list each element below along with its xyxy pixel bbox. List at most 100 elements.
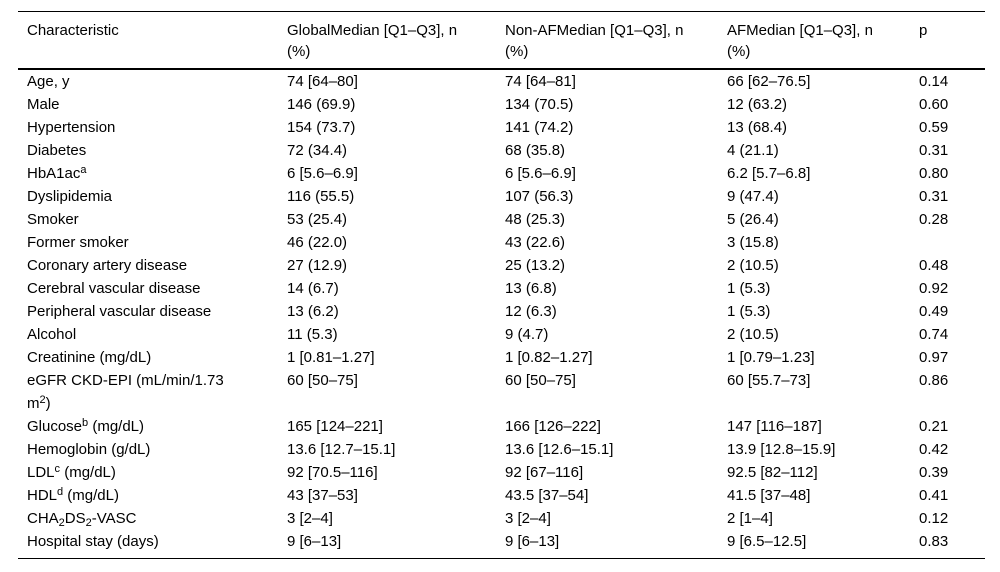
table-row: Hospital stay (days) 9 [6–13] 9 [6–13] 9 [6… [18, 530, 985, 553]
cell-non-af: 107 (56.3) [505, 188, 574, 205]
column-header-p: p [919, 12, 985, 70]
cell-global: 11 (5.3) [287, 326, 338, 343]
cell-p: 0.92 [919, 280, 949, 297]
cell-p: 0.48 [919, 257, 949, 274]
cell-characteristic: HbA1aca [27, 164, 87, 183]
cell-characteristic: Alcohol [27, 326, 77, 343]
cell-non-af: 141 (74.2) [505, 119, 574, 136]
table-row: Peripheral vascular disease 13 (6.2) 12 (6… [18, 300, 985, 323]
cell-af: 1 (5.3) [727, 280, 771, 297]
cell-p: 0.60 [919, 96, 949, 113]
cell-af: 3 (15.8) [727, 234, 779, 251]
cell-characteristic: Hospital stay (days) [27, 533, 159, 550]
cell-non-af: 92 [67–116] [505, 464, 584, 481]
cell-non-af: 13.6 [12.6–15.1] [505, 441, 614, 458]
cell-af: 41.5 [37–48] [727, 487, 811, 504]
table-row: CHA2DS2-VASC 3 [2–4] 3 [2–4] 2 [1–4] 0.12 [18, 507, 985, 530]
cell-global: 14 (6.7) [287, 280, 339, 297]
table-row: Former smoker 46 (22.0) 43 (22.6) 3 (15.8) [18, 231, 985, 254]
table-row: Glucoseb (mg/dL) 165 [124–221] 166 [126–22… [18, 415, 985, 438]
header-row: Characteristic GlobalMedian [Q1–Q3], n (… [18, 12, 985, 70]
cell-non-af: 9 [6–13] [505, 533, 560, 550]
cell-af: 13 (68.4) [727, 119, 788, 136]
cell-global: 6 [5.6–6.9] [287, 165, 358, 182]
table-row: Cerebral vascular disease 14 (6.7) 13 (6.8… [18, 277, 985, 300]
cell-characteristic: Hemoglobin (g/dL) [27, 441, 151, 458]
cell-characteristic: eGFR CKD-EPI (mL/min/1.73 m2) [27, 372, 224, 412]
cell-non-af: 43 (22.6) [505, 234, 566, 251]
cell-af: 5 (26.4) [727, 211, 779, 228]
cell-characteristic: Male [27, 96, 60, 113]
cell-global: 60 [50–75] [287, 372, 358, 389]
column-header-label: (%) [287, 43, 311, 60]
cell-global: 146 (69.9) [287, 96, 356, 113]
cell-characteristic: CHA2DS2-VASC [27, 510, 137, 529]
cell-p: 0.42 [919, 441, 949, 458]
cell-af: 12 (63.2) [727, 96, 788, 113]
cell-global: 165 [124–221] [287, 418, 383, 435]
cell-global: 1 [0.81–1.27] [287, 349, 375, 366]
cell-characteristic: Age, y [27, 73, 70, 90]
cell-global: 46 (22.0) [287, 234, 348, 251]
cell-characteristic: Cerebral vascular disease [27, 280, 201, 297]
cell-af: 9 [6.5–12.5] [727, 533, 807, 550]
table-header: Characteristic GlobalMedian [Q1–Q3], n (… [18, 12, 985, 70]
cell-af: 66 [62–76.5] [727, 73, 811, 90]
cell-global: 53 (25.4) [287, 211, 348, 228]
cell-non-af: 1 [0.82–1.27] [505, 349, 593, 366]
table-row: LDLc (mg/dL) 92 [70.5–116] 92 [67–116] 92.5… [18, 461, 985, 484]
cell-p: 0.21 [919, 418, 949, 435]
cell-af: 147 [116–187] [727, 418, 822, 435]
table-body: Age, y 74 [64–80] 74 [64–81] 66 [62–76.5] 0.… [18, 69, 985, 553]
cell-characteristic: Peripheral vascular disease [27, 303, 212, 320]
table-row: Age, y 74 [64–80] 74 [64–81] 66 [62–76.5] 0.… [18, 69, 985, 93]
cell-global: 43 [37–53] [287, 487, 358, 504]
cell-p: 0.14 [919, 73, 949, 90]
cell-non-af: 12 (6.3) [505, 303, 557, 320]
data-table: Characteristic GlobalMedian [Q1–Q3], n (… [18, 12, 985, 553]
column-header-non-af: Non-AFMedian [Q1–Q3], n (%) [505, 12, 727, 70]
cell-characteristic: Smoker [27, 211, 79, 228]
cell-characteristic: Hypertension [27, 119, 116, 136]
cell-global: 154 (73.7) [287, 119, 356, 136]
table-row: Diabetes 72 (34.4) 68 (35.8) 4 (21.1) 0.31 [18, 139, 985, 162]
cell-non-af: 3 [2–4] [505, 510, 551, 527]
cell-non-af: 13 (6.8) [505, 280, 557, 297]
column-header-label: (%) [505, 43, 529, 60]
column-header-global: GlobalMedian [Q1–Q3], n (%) [287, 12, 505, 70]
cell-p: 0.12 [919, 510, 949, 527]
cell-af: 92.5 [82–112] [727, 464, 818, 481]
cell-p: 0.83 [919, 533, 949, 550]
cell-global: 3 [2–4] [287, 510, 333, 527]
column-header-af: AFMedian [Q1–Q3], n (%) [727, 12, 919, 70]
cell-non-af: 166 [126–222] [505, 418, 601, 435]
table-row: Dyslipidemia 116 (55.5) 107 (56.3) 9 (47.4)… [18, 185, 985, 208]
cell-p: 0.31 [919, 142, 949, 159]
cell-global: 116 (55.5) [287, 188, 355, 205]
cell-af: 60 [55.7–73] [727, 372, 811, 389]
cell-non-af: 60 [50–75] [505, 372, 576, 389]
cell-p [919, 231, 985, 254]
cell-characteristic: LDLc (mg/dL) [27, 463, 116, 482]
table-row: Alcohol 11 (5.3) 9 (4.7) 2 (10.5) 0.74 [18, 323, 985, 346]
column-header-label: GlobalMedian [Q1–Q3], n [287, 22, 458, 39]
cell-p: 0.97 [919, 349, 949, 366]
cell-af: 2 (10.5) [727, 326, 779, 343]
table-row: Male 146 (69.9) 134 (70.5) 12 (63.2) 0.60 [18, 93, 985, 116]
cell-p: 0.74 [919, 326, 949, 343]
cell-non-af: 25 (13.2) [505, 257, 566, 274]
table-row: Creatinine (mg/dL) 1 [0.81–1.27] 1 [0.82–1… [18, 346, 985, 369]
cell-global: 92 [70.5–116] [287, 464, 378, 481]
column-header-label: (%) [727, 43, 751, 60]
cell-characteristic: Glucoseb (mg/dL) [27, 417, 145, 436]
cell-p: 0.80 [919, 165, 949, 182]
cell-global: 13.6 [12.7–15.1] [287, 441, 396, 458]
cell-non-af: 48 (25.3) [505, 211, 566, 228]
cell-af: 6.2 [5.7–6.8] [727, 165, 811, 182]
cell-global: 13 (6.2) [287, 303, 339, 320]
column-header-label: Characteristic [27, 22, 119, 39]
column-header-characteristic: Characteristic [18, 12, 287, 70]
cell-af: 13.9 [12.8–15.9] [727, 441, 836, 458]
table-row: Smoker 53 (25.4) 48 (25.3) 5 (26.4) 0.28 [18, 208, 985, 231]
